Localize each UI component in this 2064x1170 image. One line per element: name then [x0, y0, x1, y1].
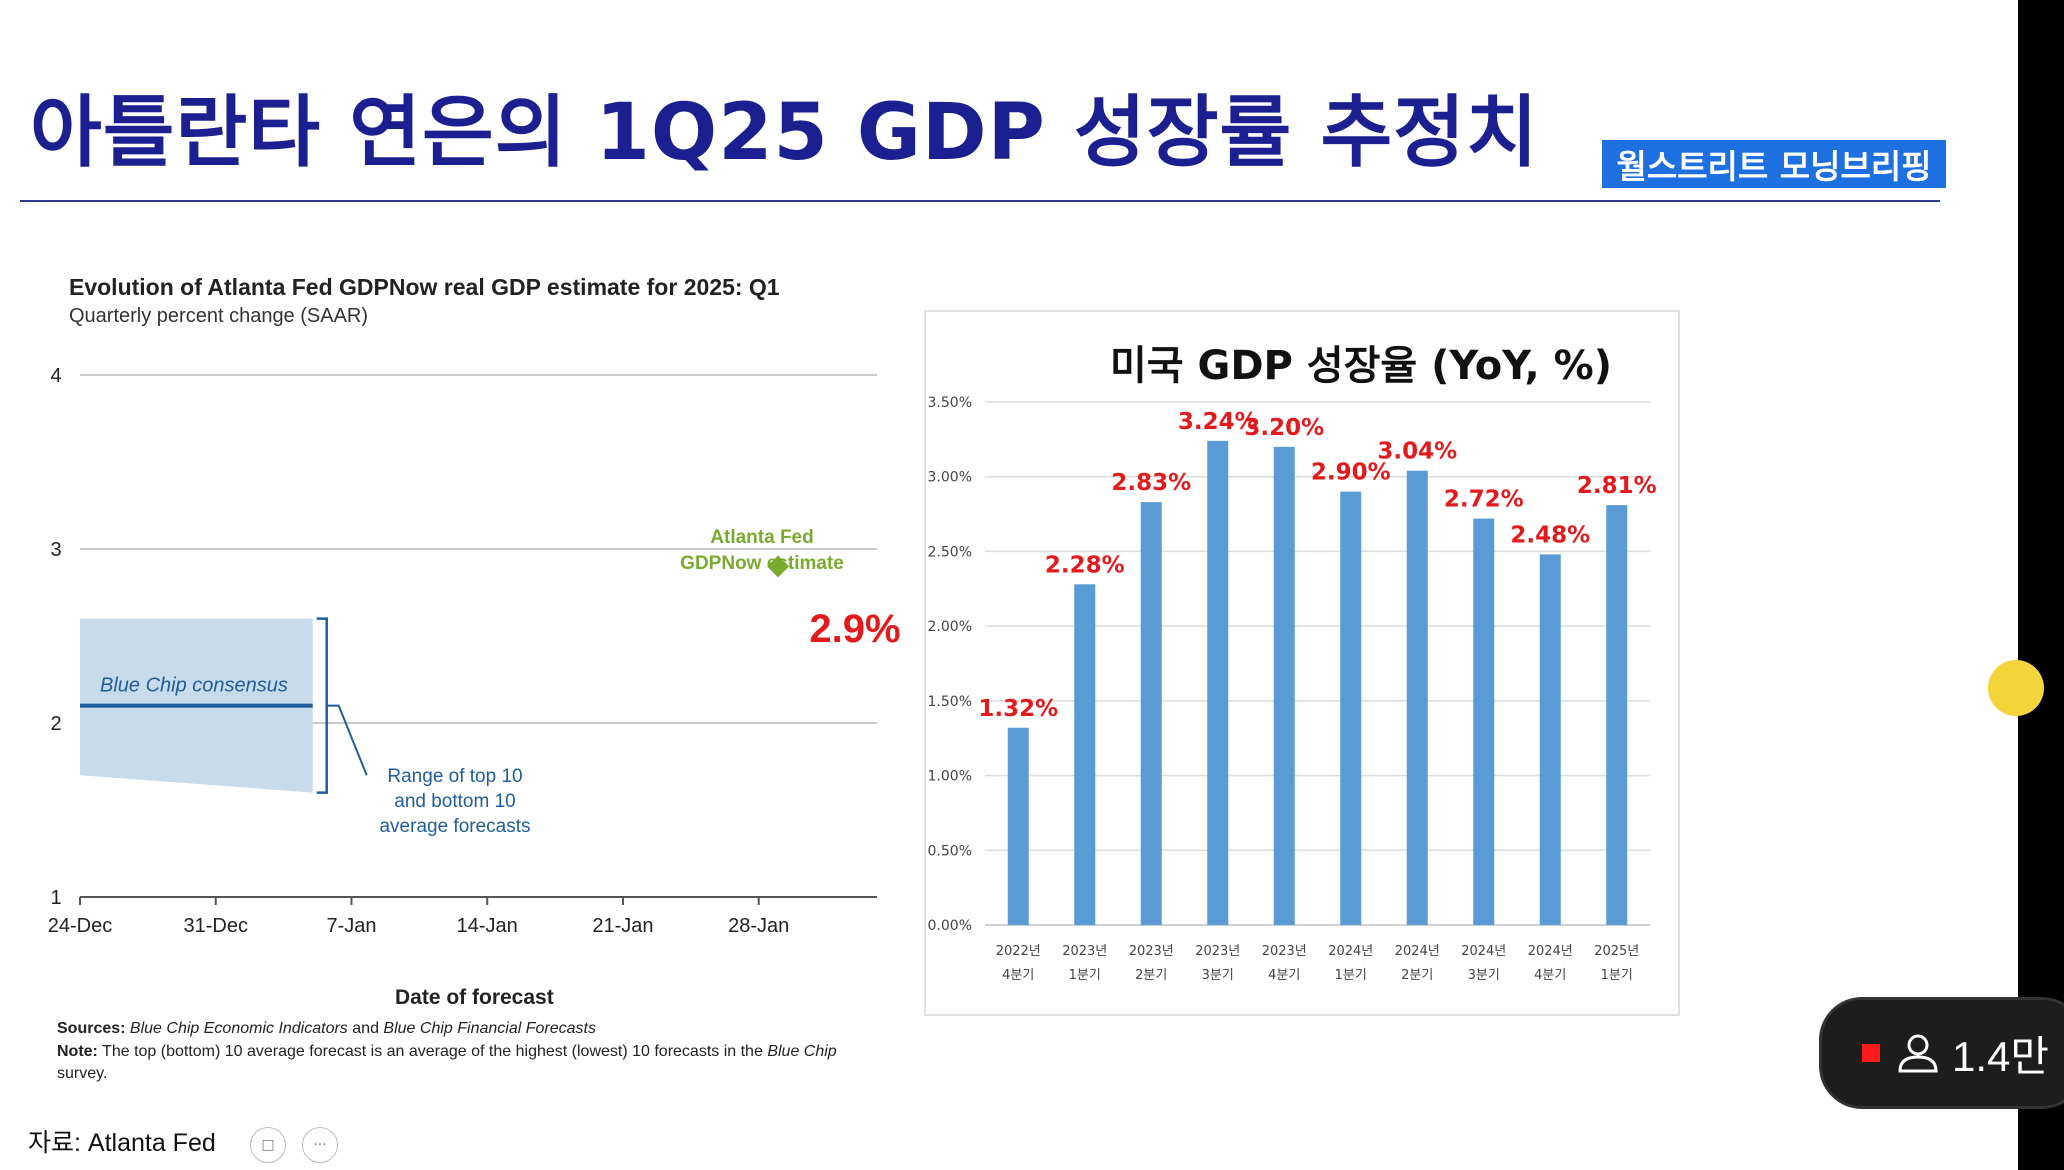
x-tick-label: 24-Dec: [48, 915, 112, 937]
bar: [1606, 505, 1628, 925]
note-label: Note:: [57, 1043, 98, 1060]
bar: [1340, 491, 1362, 925]
consensus-label: Blue Chip consensus: [100, 675, 288, 697]
left-chart-title: Evolution of Atlanta Fed GDPNow real GDP…: [69, 274, 780, 300]
bar-data-label: 2.72%: [1444, 487, 1524, 513]
y-tick-label: 1.00%: [928, 769, 972, 785]
x-tick-label: 1분기: [1601, 968, 1633, 983]
range-leader: [326, 704, 368, 776]
bar-data-label: 2.48%: [1510, 522, 1590, 548]
source-label: 자료: Atlanta Fed: [28, 1129, 216, 1157]
x-tick-label: 2023년: [1062, 944, 1107, 959]
record-icon: [1862, 1044, 1880, 1062]
bar-data-label: 3.20%: [1244, 415, 1324, 441]
left-chart-subtitle: Quarterly percent change (SAAR): [69, 305, 369, 327]
bar-data-label: 3.04%: [1377, 439, 1457, 465]
bar-data-label: 2.83%: [1111, 470, 1191, 496]
title-divider: [20, 200, 1940, 202]
x-tick-label: 2024년: [1395, 944, 1440, 959]
camera-icon[interactable]: □: [250, 1127, 286, 1163]
left-chart-xlabel: Date of forecast: [395, 986, 554, 1009]
note-italic: Blue Chip: [767, 1043, 837, 1060]
x-tick-label: 14-Jan: [457, 915, 518, 937]
bar-data-label: 3.24%: [1178, 409, 1258, 435]
y-tick-label: 3.50%: [928, 395, 972, 411]
bar-data-label: 1.32%: [978, 696, 1058, 722]
gdpnow-point: [767, 555, 790, 578]
person-icon: [1898, 1034, 1938, 1073]
x-tick-label: 1분기: [1335, 968, 1367, 983]
y-tick-label: 4: [50, 365, 61, 387]
more-icon[interactable]: ···: [302, 1127, 338, 1163]
x-tick-label: 4분기: [1268, 968, 1300, 983]
x-tick-label: 7-Jan: [326, 915, 376, 937]
x-tick-label: 2024년: [1328, 944, 1373, 959]
x-tick-label: 28-Jan: [728, 915, 789, 937]
bar: [1007, 727, 1029, 925]
cursor-highlight: [1988, 660, 2044, 716]
bar: [1140, 502, 1162, 925]
x-tick-label: 2023년: [1262, 944, 1307, 959]
x-tick-label: 2025년: [1594, 944, 1639, 959]
x-tick-label: 2분기: [1135, 968, 1167, 983]
slide-title: 아틀란타 연은의 1Q25 GDP 성장률 추정치: [30, 88, 1539, 178]
y-tick-label: 1.50%: [928, 694, 972, 710]
x-tick-label: 2분기: [1401, 968, 1433, 983]
brand-label: 월스트리트 모닝브리핑: [1602, 140, 1946, 188]
gdpnow-label-1: Atlanta Fed: [710, 527, 813, 548]
x-tick-label: 31-Dec: [183, 915, 247, 937]
x-tick-label: 3분기: [1202, 968, 1234, 983]
range-label: and bottom 10: [394, 791, 515, 812]
bar-data-label: 2.81%: [1577, 473, 1657, 499]
x-tick-label: 2023년: [1195, 944, 1240, 959]
viewer-count: 1.4만: [1952, 1032, 2050, 1080]
bar: [1207, 440, 1229, 925]
gdpnow-value: 2.9%: [809, 607, 900, 651]
screen-edge: [2018, 0, 2064, 1170]
bar: [1074, 584, 1096, 925]
x-tick-label: 4분기: [1002, 968, 1034, 983]
y-tick-label: 2.00%: [928, 619, 972, 635]
x-tick-label: 2022년: [996, 944, 1041, 959]
note-end: survey.: [57, 1065, 108, 1082]
range-label: Range of top 10: [387, 766, 522, 787]
range-label: average forecasts: [379, 816, 530, 837]
bar-data-label: 2.28%: [1045, 552, 1125, 578]
y-tick-label: 3.00%: [928, 470, 972, 486]
bar: [1539, 554, 1561, 925]
note-line: Note: The top (bottom) 10 average foreca…: [57, 1043, 837, 1061]
bar: [1406, 470, 1428, 925]
y-tick-label: 3: [50, 539, 61, 561]
sources-text1: Blue Chip Economic Indicators: [129, 1020, 348, 1037]
x-tick-label: 2024년: [1528, 944, 1573, 959]
x-tick-label: 21-Jan: [592, 915, 653, 937]
note-text: The top (bottom) 10 average forecast is …: [102, 1043, 763, 1060]
gdpnow-label-2: GDPNow estimate: [680, 553, 844, 574]
y-tick-label: 1: [50, 887, 61, 909]
y-tick-label: 0.50%: [928, 843, 972, 859]
bar: [1273, 446, 1295, 925]
x-tick-label: 1분기: [1069, 968, 1101, 983]
y-tick-label: 2: [50, 713, 61, 735]
right-chart-title: 미국 GDP 성장율 (YoY, %): [1110, 343, 1613, 389]
x-tick-label: 2023년: [1129, 944, 1174, 959]
x-tick-label: 4분기: [1534, 968, 1566, 983]
x-tick-label: 2024년: [1461, 944, 1506, 959]
y-tick-label: 2.50%: [928, 544, 972, 560]
viewer-badge[interactable]: 1.4만: [1822, 1000, 2064, 1106]
bar-data-label: 2.90%: [1311, 460, 1391, 486]
x-tick-label: 3분기: [1468, 968, 1500, 983]
y-tick-label: 0.00%: [928, 918, 972, 934]
sources-note: Sources: Blue Chip Economic Indicators a…: [57, 1020, 596, 1038]
bar: [1473, 518, 1495, 925]
sources-and: and: [352, 1020, 379, 1037]
sources-text2: Blue Chip Financial Forecasts: [383, 1020, 596, 1037]
sources-label: Sources:: [57, 1020, 126, 1037]
